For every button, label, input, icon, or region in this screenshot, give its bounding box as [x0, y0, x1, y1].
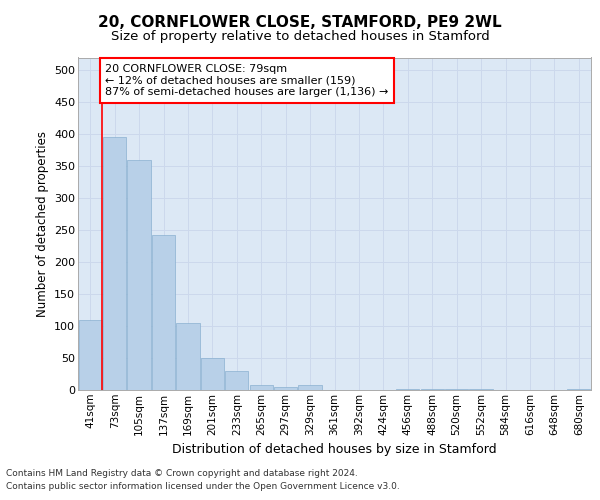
- Bar: [127, 160, 151, 390]
- Bar: [103, 138, 126, 390]
- Bar: [396, 388, 419, 390]
- Bar: [152, 234, 175, 390]
- X-axis label: Distribution of detached houses by size in Stamford: Distribution of detached houses by size …: [172, 443, 497, 456]
- Text: 20, CORNFLOWER CLOSE, STAMFORD, PE9 2WL: 20, CORNFLOWER CLOSE, STAMFORD, PE9 2WL: [98, 15, 502, 30]
- Bar: [250, 385, 273, 390]
- Bar: [567, 388, 590, 390]
- Bar: [445, 388, 468, 390]
- Bar: [225, 371, 248, 390]
- Text: 20 CORNFLOWER CLOSE: 79sqm
← 12% of detached houses are smaller (159)
87% of sem: 20 CORNFLOWER CLOSE: 79sqm ← 12% of deta…: [106, 64, 389, 97]
- Bar: [274, 387, 297, 390]
- Bar: [469, 388, 493, 390]
- Text: Contains HM Land Registry data © Crown copyright and database right 2024.: Contains HM Land Registry data © Crown c…: [6, 468, 358, 477]
- Text: Contains public sector information licensed under the Open Government Licence v3: Contains public sector information licen…: [6, 482, 400, 491]
- Bar: [176, 323, 200, 390]
- Bar: [298, 385, 322, 390]
- Bar: [421, 388, 444, 390]
- Text: Size of property relative to detached houses in Stamford: Size of property relative to detached ho…: [110, 30, 490, 43]
- Bar: [201, 358, 224, 390]
- Bar: [79, 320, 102, 390]
- Y-axis label: Number of detached properties: Number of detached properties: [35, 130, 49, 317]
